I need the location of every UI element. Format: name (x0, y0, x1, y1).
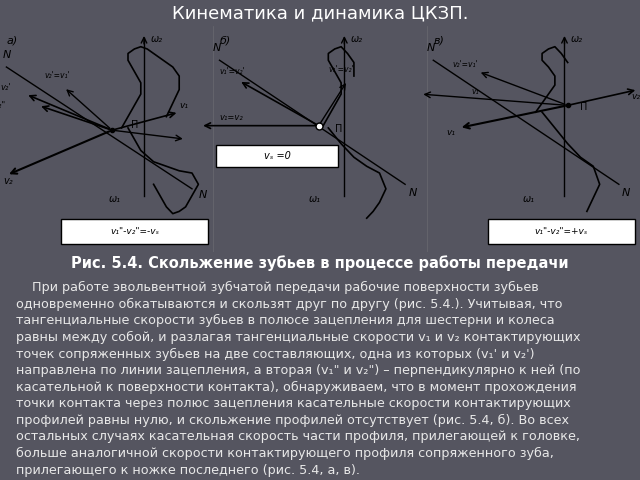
Text: v₁"-v₂"=+vₛ: v₁"-v₂"=+vₛ (534, 227, 588, 236)
Text: П: П (131, 120, 139, 130)
Text: При работе эвольвентной зубчатой передачи рабочие поверхности зубьев
одновременн: При работе эвольвентной зубчатой передач… (16, 281, 580, 477)
Text: v₁'=v₂': v₁'=v₂' (220, 67, 245, 76)
FancyBboxPatch shape (488, 219, 635, 244)
FancyBboxPatch shape (61, 219, 208, 244)
FancyBboxPatch shape (216, 145, 338, 168)
Text: v₁: v₁ (179, 101, 188, 109)
Text: v₂": v₂" (0, 101, 6, 109)
Text: N: N (408, 188, 417, 198)
Text: ω₂: ω₂ (571, 34, 583, 44)
Text: ω₁: ω₁ (523, 194, 535, 204)
Text: v₁: v₁ (472, 87, 479, 96)
Text: Кинематика и динамика ЦКЗП.: Кинематика и динамика ЦКЗП. (172, 4, 468, 22)
Text: ω₂: ω₂ (351, 34, 363, 44)
Text: П: П (335, 124, 342, 134)
Text: N: N (213, 43, 221, 53)
Text: v₁: v₁ (446, 128, 455, 137)
Text: v₂: v₂ (3, 176, 13, 186)
Text: ω₁: ω₁ (109, 194, 121, 204)
Text: N: N (3, 50, 12, 60)
Text: N: N (427, 43, 435, 53)
Text: v₂'=v₁': v₂'=v₁' (45, 72, 70, 80)
Text: v₂: v₂ (632, 92, 640, 101)
Text: N: N (198, 190, 207, 200)
Text: П: П (580, 102, 588, 112)
Text: v₂': v₂' (0, 83, 11, 92)
Text: ω₂: ω₂ (150, 34, 163, 44)
Text: а): а) (6, 36, 18, 46)
Text: v₁=v₂: v₁=v₂ (220, 113, 243, 122)
Text: v₁"-v₂"=-vₛ: v₁"-v₂"=-vₛ (110, 227, 159, 236)
Text: Рис. 5.4. Скольжение зубьев в процессе работы передачи: Рис. 5.4. Скольжение зубьев в процессе р… (71, 256, 569, 271)
Text: v₂'=v₁': v₂'=v₁' (452, 60, 478, 69)
Text: б): б) (220, 36, 231, 46)
Text: vₛ =0: vₛ =0 (264, 151, 291, 161)
Text: N: N (622, 188, 630, 198)
Text: в): в) (433, 36, 444, 46)
Text: v₁'=v₂': v₁'=v₂' (328, 64, 354, 73)
Text: ω₁: ω₁ (309, 194, 321, 204)
